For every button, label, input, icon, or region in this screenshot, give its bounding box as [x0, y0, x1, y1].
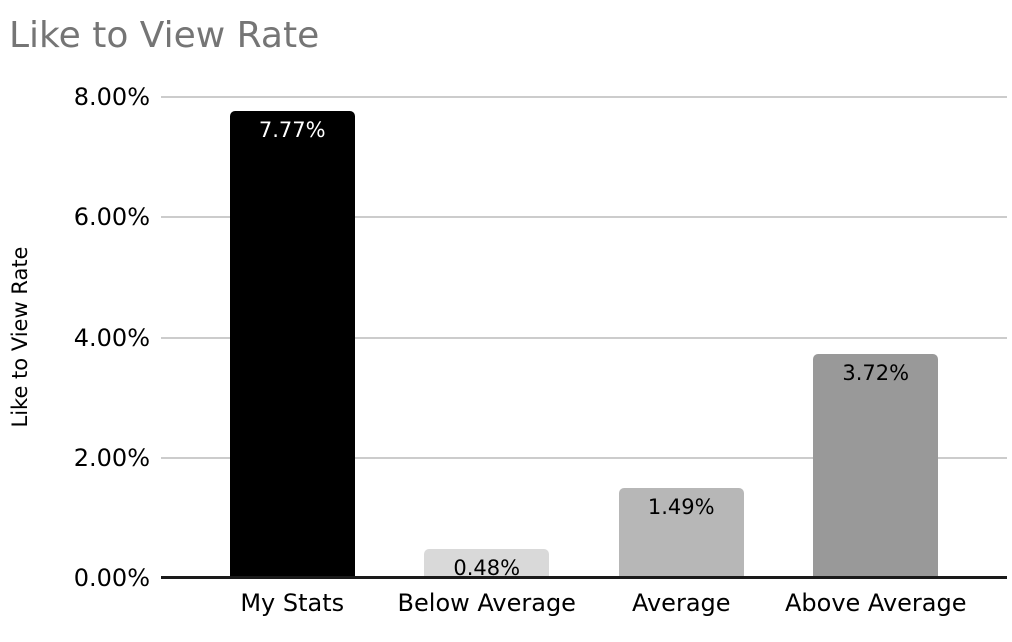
y-tick-label: 6.00%: [73, 203, 150, 232]
bar-value-label: 3.72%: [842, 361, 910, 386]
bar-above-average: 3.72%: [813, 354, 939, 578]
category-label-above-average: Above Average: [785, 589, 967, 617]
x-axis-line: [161, 576, 1007, 579]
bar-slot: 7.77%: [195, 97, 390, 578]
bar-value-label: 7.77%: [258, 117, 326, 142]
y-axis-tick-labels: 0.00% 2.00% 4.00% 6.00% 8.00%: [0, 0, 150, 642]
bar-average: 1.49%: [618, 488, 744, 578]
bar-below-average: 0.48%: [424, 549, 550, 580]
gridline-6.00%: [161, 216, 1007, 219]
gridline-8.00%: [161, 96, 1007, 98]
y-tick-label: 4.00%: [73, 323, 150, 352]
gridline-4.00%: [161, 336, 1007, 339]
plot-area: 7.77% 0.48% 1.49% 3.72%: [161, 96, 1007, 580]
bar-slot: 0.48%: [390, 97, 585, 580]
x-axis-category-labels: My Stats Below Average Average Above Averag…: [195, 589, 973, 617]
category-label-my-stats: My Stats: [240, 589, 345, 617]
category-label-below-average: Below Average: [397, 589, 576, 617]
bar-slot: 3.72%: [779, 97, 974, 578]
y-tick-label: 0.00%: [73, 564, 150, 592]
bar-series: 7.77% 0.48% 1.49% 3.72%: [195, 97, 974, 580]
y-tick-label: 2.00%: [73, 443, 150, 472]
gridline-2.00%: [161, 456, 1007, 459]
bar-my-stats: 7.77%: [229, 110, 355, 578]
bar-value-label: 1.49%: [647, 495, 715, 520]
bar-slot: 1.49%: [584, 97, 779, 578]
category-label-average: Average: [631, 589, 731, 617]
y-tick-label: 8.00%: [73, 83, 150, 111]
chart-title: Like to View Rate: [9, 15, 320, 56]
